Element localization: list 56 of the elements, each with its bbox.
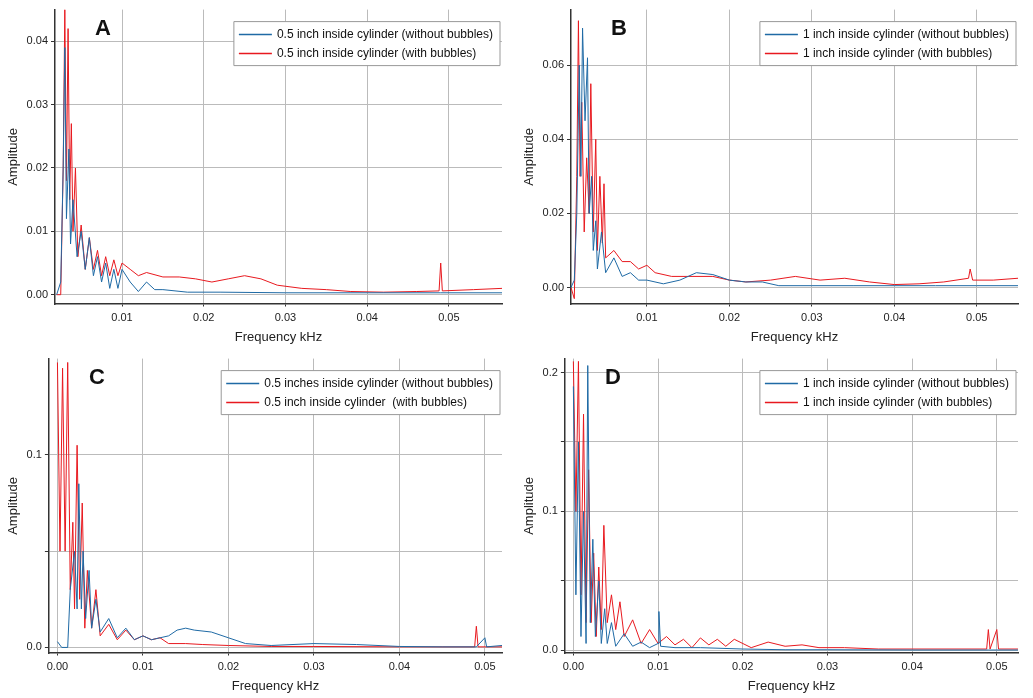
x-tick-label: 0.03 <box>303 659 325 672</box>
legend-label: 1 inch inside cylinder (with bubbles) <box>802 45 993 60</box>
y-tick-label: 0.1 <box>26 447 42 460</box>
y-tick-label: 0.00 <box>26 287 49 300</box>
y-tick-label: 0.0 <box>542 643 558 656</box>
y-axis-title: Amplitude <box>5 127 21 186</box>
legend-label: 0.5 inch inside cylinder (without bubbles) <box>276 26 494 41</box>
x-tick-label: 0.01 <box>647 659 669 672</box>
y-tick-label: 0.2 <box>542 365 558 378</box>
x-tick-label: 0.05 <box>474 659 496 672</box>
x-tick-label: 0.03 <box>274 310 297 323</box>
x-tick-label: 0.02 <box>718 310 741 323</box>
x-axis-title: Frequency kHz <box>750 328 839 344</box>
x-tick-label: 0.03 <box>816 659 839 672</box>
y-axis-title: Amplitude <box>5 476 21 535</box>
x-tick-label: 0.02 <box>193 310 215 323</box>
x-tick-label: 0.00 <box>46 659 69 672</box>
legend-label: 0.5 inch inside cylinder (with bubbles) <box>264 394 467 409</box>
legend-label: 1 inch inside cylinder (without bubbles) <box>802 26 1009 41</box>
x-tick-label: 0.03 <box>801 310 823 323</box>
y-tick-label: 0.06 <box>542 58 565 71</box>
chart-title: D <box>604 363 621 389</box>
x-tick-label: 0.05 <box>966 310 988 323</box>
y-axis-title: Amplitude <box>521 476 537 535</box>
legend-label: 1 inch inside cylinder (with bubbles) <box>802 394 993 409</box>
x-axis-title: Frequency kHz <box>234 328 323 344</box>
y-tick-label: 0.02 <box>542 206 565 219</box>
y-tick-label: 0.02 <box>26 161 49 174</box>
y-tick-label: 0.03 <box>26 97 49 110</box>
y-axis-title: Amplitude <box>521 127 537 186</box>
y-tick-label: 0.04 <box>542 132 565 145</box>
x-tick-label: 0.05 <box>438 310 460 323</box>
x-tick-label: 0.01 <box>636 310 658 323</box>
legend-label: 0.5 inch inside cylinder (with bubbles) <box>276 45 477 60</box>
y-tick-label: 0.1 <box>542 504 558 517</box>
x-tick-label: 0.04 <box>901 659 923 672</box>
x-tick-label: 0.04 <box>883 310 906 323</box>
x-axis-title: Frequency kHz <box>747 677 836 693</box>
y-tick-label: 0.01 <box>26 224 49 237</box>
legend-label: 0.5 inches inside cylinder (without bubbles) <box>264 375 494 390</box>
y-tick-label: 0.0 <box>26 640 42 653</box>
chart-title: C <box>88 363 105 389</box>
x-tick-label: 0.01 <box>111 310 133 323</box>
x-tick-label: 0.02 <box>217 659 240 672</box>
chart-title: A <box>95 14 112 40</box>
x-tick-label: 0.05 <box>986 659 1008 672</box>
y-tick-label: 0.00 <box>542 280 565 293</box>
x-tick-label: 0.02 <box>732 659 754 672</box>
x-tick-label: 0.04 <box>356 310 378 323</box>
legend-label: 1 inch inside cylinder (without bubbles) <box>802 375 1009 390</box>
x-tick-label: 0.01 <box>132 659 154 672</box>
x-axis-title: Frequency kHz <box>231 677 320 693</box>
x-tick-label: 0.04 <box>388 659 411 672</box>
x-tick-label: 0.00 <box>562 659 585 672</box>
y-tick-label: 0.04 <box>26 34 49 47</box>
chart-title: B <box>611 14 627 40</box>
